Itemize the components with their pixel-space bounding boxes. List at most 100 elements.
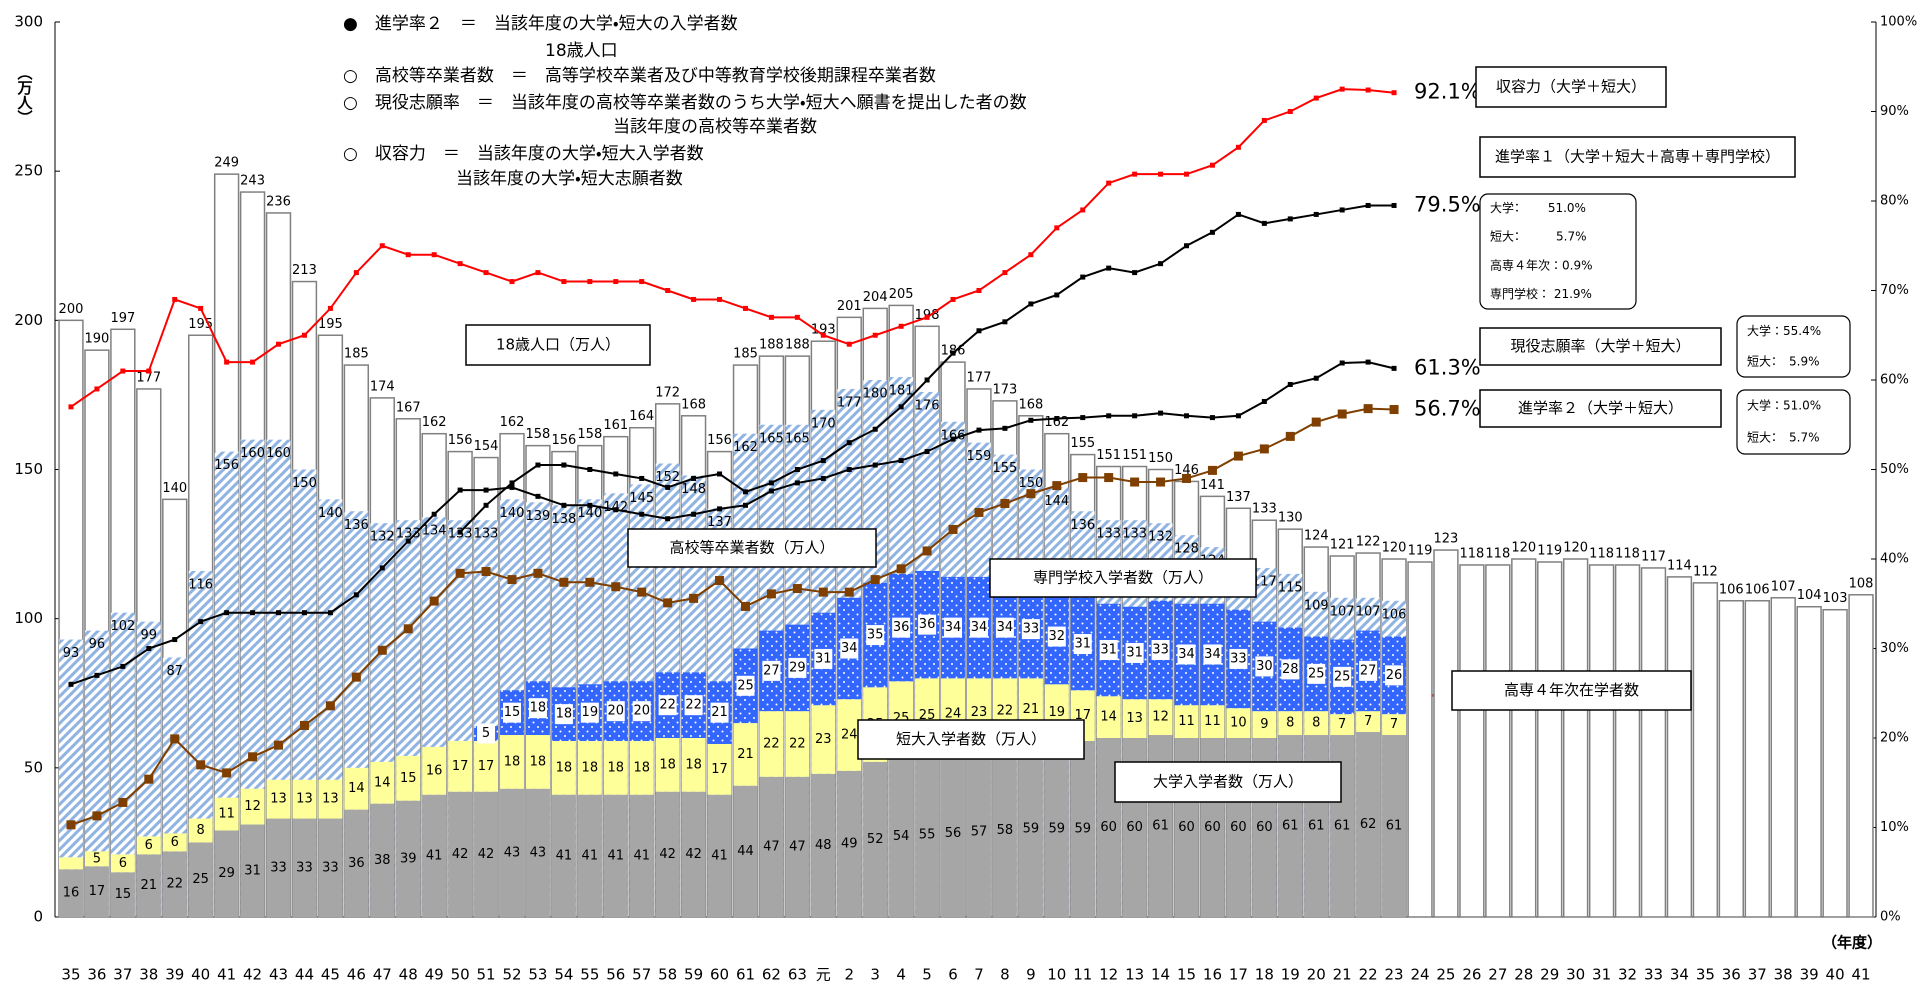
bar <box>1407 561 1433 918</box>
y-axis-label: （万人） <box>16 65 34 125</box>
bar-value-label: 104 <box>1797 588 1822 603</box>
bar <box>1485 564 1511 918</box>
x-tick-label: 17 <box>1229 966 1248 984</box>
bar <box>1174 705 1199 738</box>
bar-value-label: 27 <box>1360 663 1377 678</box>
bar-value-label: 150 <box>292 476 317 491</box>
line-marker <box>172 296 178 302</box>
line-marker <box>1339 86 1345 92</box>
bar-value-label: 16 <box>63 886 80 901</box>
line-marker <box>377 645 387 655</box>
bar-value-label: 122 <box>1356 535 1381 550</box>
bar-value-label: 188 <box>785 338 810 353</box>
label-bg <box>1333 666 1352 687</box>
line-marker <box>1261 117 1267 123</box>
x-tick-label: 20 <box>1307 966 1326 984</box>
bar-value-label: 27 <box>763 663 780 678</box>
bar-value-label: 19 <box>1049 705 1066 720</box>
line-marker <box>896 564 906 574</box>
x-tick-label: 7 <box>974 966 984 984</box>
bar-value-label: 138 <box>551 512 576 527</box>
line-marker <box>301 610 307 616</box>
bar-value-label: 26 <box>1386 668 1403 683</box>
bar <box>84 630 109 917</box>
line-marker <box>327 305 333 311</box>
line-marker <box>248 752 258 762</box>
line-marker <box>691 475 697 481</box>
bar <box>318 779 343 819</box>
bar-value-label: 39 <box>400 851 417 866</box>
bar-value-label: 60 <box>1256 820 1273 835</box>
bar-value-label: 61 <box>1386 819 1403 834</box>
bar-value-label: 106 <box>1382 607 1407 622</box>
bar <box>266 779 291 819</box>
bar-value-label: 93 <box>63 646 80 661</box>
line-marker <box>1391 90 1397 96</box>
bar-value-label: 23 <box>815 732 832 747</box>
line-marker <box>1261 398 1267 404</box>
x-tick-label: 33 <box>1644 966 1663 984</box>
x-tick-label: 48 <box>399 966 418 984</box>
y-tick-label: 200 <box>14 311 43 329</box>
line-marker <box>92 811 102 821</box>
line-marker <box>276 341 282 347</box>
bar-value-label: 25 <box>737 678 754 693</box>
bar-value-label: 154 <box>474 439 499 454</box>
x-tick-label: 40 <box>191 966 210 984</box>
bar-value-label: 15 <box>115 887 132 902</box>
bar-value-label: 116 <box>188 577 213 592</box>
bar-value-label: 33 <box>296 860 313 875</box>
bar <box>629 794 654 917</box>
bar-value-label: 49 <box>841 836 858 851</box>
line-end-label: 92.1% <box>1414 80 1481 104</box>
x-tick-label: 27 <box>1488 966 1507 984</box>
bar-value-label: 18 <box>659 757 676 772</box>
line-marker <box>483 270 489 276</box>
bar-value-label: 161 <box>603 418 628 433</box>
line-marker <box>1000 499 1010 509</box>
line-marker <box>1209 229 1215 235</box>
line-marker <box>120 368 126 374</box>
y-tick-label: 50 <box>24 758 43 776</box>
y2-tick-label: 20% <box>1880 731 1909 746</box>
bar <box>526 788 550 917</box>
line-marker <box>1080 274 1086 280</box>
line-marker <box>872 462 878 468</box>
bar <box>214 797 239 831</box>
bar-value-label: 62 <box>1360 817 1377 832</box>
bar-value-label: 52 <box>867 832 884 847</box>
bar-value-label: 34 <box>997 620 1014 635</box>
bar <box>733 723 758 786</box>
bar-value-label: 17 <box>711 762 728 777</box>
bar-value-label: 156 <box>707 433 732 448</box>
bar <box>84 851 109 867</box>
line-marker <box>846 440 852 446</box>
bar <box>1537 561 1563 918</box>
bar <box>1382 735 1406 917</box>
x-tick-label: 6 <box>948 966 958 984</box>
bar-value-label: 31 <box>244 863 261 878</box>
annotation: 18歳人口 <box>545 41 618 61</box>
bar-value-label: 133 <box>1096 527 1121 542</box>
bar-value-label: 6 <box>171 835 179 850</box>
line-marker <box>224 359 230 365</box>
line-marker <box>768 488 774 494</box>
line-end-label: 79.5% <box>1414 192 1481 216</box>
bar-value-label: 133 <box>1252 502 1277 517</box>
bar <box>526 735 550 789</box>
x-tick-label: 36 <box>1722 966 1741 984</box>
bar-value-label: 61 <box>1152 819 1169 834</box>
bar-value-label: 158 <box>577 427 602 442</box>
x-tick-label: 41 <box>217 966 236 984</box>
line-marker <box>561 462 567 468</box>
bar <box>577 740 602 795</box>
bar-value-label: 102 <box>110 619 135 634</box>
line-marker <box>818 587 828 597</box>
line-marker <box>1156 477 1166 487</box>
label-bg <box>762 660 781 681</box>
line-marker <box>1337 409 1347 419</box>
bar-value-label: 118 <box>1459 546 1484 561</box>
bar <box>837 699 862 771</box>
label-bg <box>1021 619 1040 640</box>
bar-value-label: 121 <box>1330 538 1355 553</box>
